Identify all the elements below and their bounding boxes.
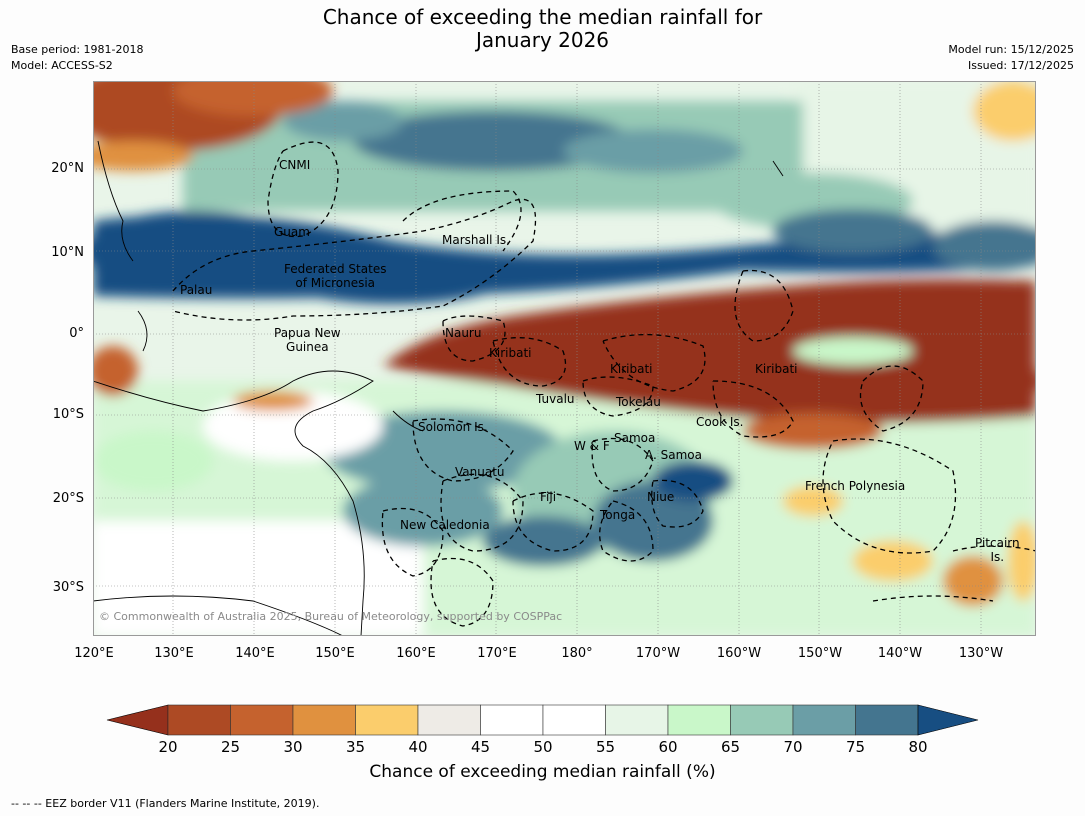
x-tick-label: 170°W xyxy=(635,646,681,661)
colorbar-tick-label: 55 xyxy=(595,738,616,756)
x-tick-label: 120°E xyxy=(74,646,114,661)
colorbar-segment xyxy=(230,704,294,736)
y-tick-label: 10°S xyxy=(52,407,84,422)
label-new-caledonia: New Caledonia xyxy=(400,518,490,532)
label-kiribati-east: Kiribati xyxy=(755,362,798,376)
base-period: Base period: 1981-2018 xyxy=(11,43,144,56)
label-pitcairn: Pitcairn Is. xyxy=(975,536,1020,564)
colorbar-tick-label: 35 xyxy=(345,738,366,756)
copyright-notice: © Commonwealth of Australia 2025, Bureau… xyxy=(99,610,563,623)
coastlines xyxy=(93,140,784,636)
label-fiji: Fiji xyxy=(540,490,557,504)
colorbar-segment xyxy=(542,704,606,736)
label-cnmi: CNMI xyxy=(279,158,311,172)
colorbar-tick-label: 45 xyxy=(470,738,491,756)
colorbar-tick-label: 65 xyxy=(720,738,741,756)
x-tick-label: 160°W xyxy=(716,646,762,661)
colorbar-segment xyxy=(605,704,669,736)
colorbar-high-extend xyxy=(917,704,979,736)
y-tick-label: 0° xyxy=(69,326,84,341)
colorbar-tick-label: 40 xyxy=(408,738,428,756)
colorbar-tick-label: 75 xyxy=(845,738,866,756)
colorbar-tick-label: 70 xyxy=(783,738,803,756)
model-run: Model run: 15/12/2025 xyxy=(948,43,1074,56)
title-line-1: Chance of exceeding the median rainfall … xyxy=(322,5,763,29)
label-guam: Guam xyxy=(274,225,310,239)
label-png: Papua New Guinea xyxy=(274,326,341,354)
colorbar-tick-label: 60 xyxy=(658,738,678,756)
meta-left: Base period: 1981-2018 Model: ACCESS-S2 xyxy=(11,42,143,74)
colorbar xyxy=(106,704,979,736)
label-wallis-futuna: W & F xyxy=(574,439,610,453)
colorbar-segment xyxy=(667,704,731,736)
label-nauru: Nauru xyxy=(445,326,482,340)
colorbar-low-extend xyxy=(106,704,169,736)
colorbar-segment xyxy=(730,704,794,736)
label-solomon: Solomon Is. xyxy=(418,420,488,434)
title-line-2: January 2026 xyxy=(475,28,610,52)
label-samoa: Samoa xyxy=(614,431,656,445)
label-kiribati-west: Kiribati xyxy=(489,346,532,360)
map-title: Chance of exceeding the median rainfall … xyxy=(0,6,1085,52)
label-tonga: Tonga xyxy=(600,508,636,522)
issued-date: Issued: 17/12/2025 xyxy=(967,59,1074,72)
x-tick-label: 140°W xyxy=(877,646,923,661)
label-kiribati-central: Kiribati xyxy=(610,362,653,376)
x-tick-label: 140°E xyxy=(235,646,275,661)
y-tick-label: 30°S xyxy=(52,580,84,595)
colorbar-tick-label: 30 xyxy=(283,738,303,756)
label-tokelau: Tokelau xyxy=(616,395,661,409)
x-tick-label: 160°E xyxy=(396,646,436,661)
x-tick-label: 180° xyxy=(561,646,593,661)
colorbar-tick-label: 25 xyxy=(220,738,241,756)
label-french-polynesia: French Polynesia xyxy=(805,479,906,493)
x-tick-label: 130°E xyxy=(154,646,194,661)
label-niue: Niue xyxy=(647,490,675,504)
colorbar-title: Chance of exceeding median rainfall (%) xyxy=(369,762,716,782)
colorbar-segment xyxy=(292,704,356,736)
colorbar-segment xyxy=(855,704,919,736)
colorbar-segment xyxy=(417,704,481,736)
y-tick-label: 20°N xyxy=(51,161,84,176)
rainfall-map xyxy=(93,81,1036,636)
label-cook: Cook Is. xyxy=(696,415,744,429)
label-palau: Palau xyxy=(180,283,213,297)
x-tick-label: 150°W xyxy=(797,646,843,661)
graticule xyxy=(93,81,1036,636)
label-marshall: Marshall Is. xyxy=(442,233,510,247)
colorbar-segment xyxy=(167,704,231,736)
x-tick-label: 170°E xyxy=(477,646,517,661)
colorbar-tick-label: 80 xyxy=(908,738,928,756)
x-tick-label: 150°E xyxy=(315,646,355,661)
meta-right: Model run: 15/12/2025 Issued: 17/12/2025 xyxy=(948,42,1074,74)
colorbar-segment xyxy=(480,704,544,736)
colorbar-tick-label: 20 xyxy=(158,738,178,756)
x-tick-label: 130°W xyxy=(958,646,1004,661)
label-vanuatu: Vanuatu xyxy=(455,465,505,479)
eez-borders xyxy=(172,141,1036,627)
colorbar-tick-label: 50 xyxy=(533,738,553,756)
label-tuvalu: Tuvalu xyxy=(536,392,575,406)
colorbar-segment xyxy=(792,704,856,736)
model-name: Model: ACCESS-S2 xyxy=(11,59,113,72)
label-american-samoa: A. Samoa xyxy=(645,448,702,462)
y-tick-label: 20°S xyxy=(52,491,84,506)
eez-footer-note: -- -- -- EEZ border V11 (Flanders Marine… xyxy=(11,797,320,810)
label-fsm: Federated States of Micronesia xyxy=(284,262,387,290)
colorbar-segment xyxy=(355,704,419,736)
y-tick-label: 10°N xyxy=(51,245,84,260)
